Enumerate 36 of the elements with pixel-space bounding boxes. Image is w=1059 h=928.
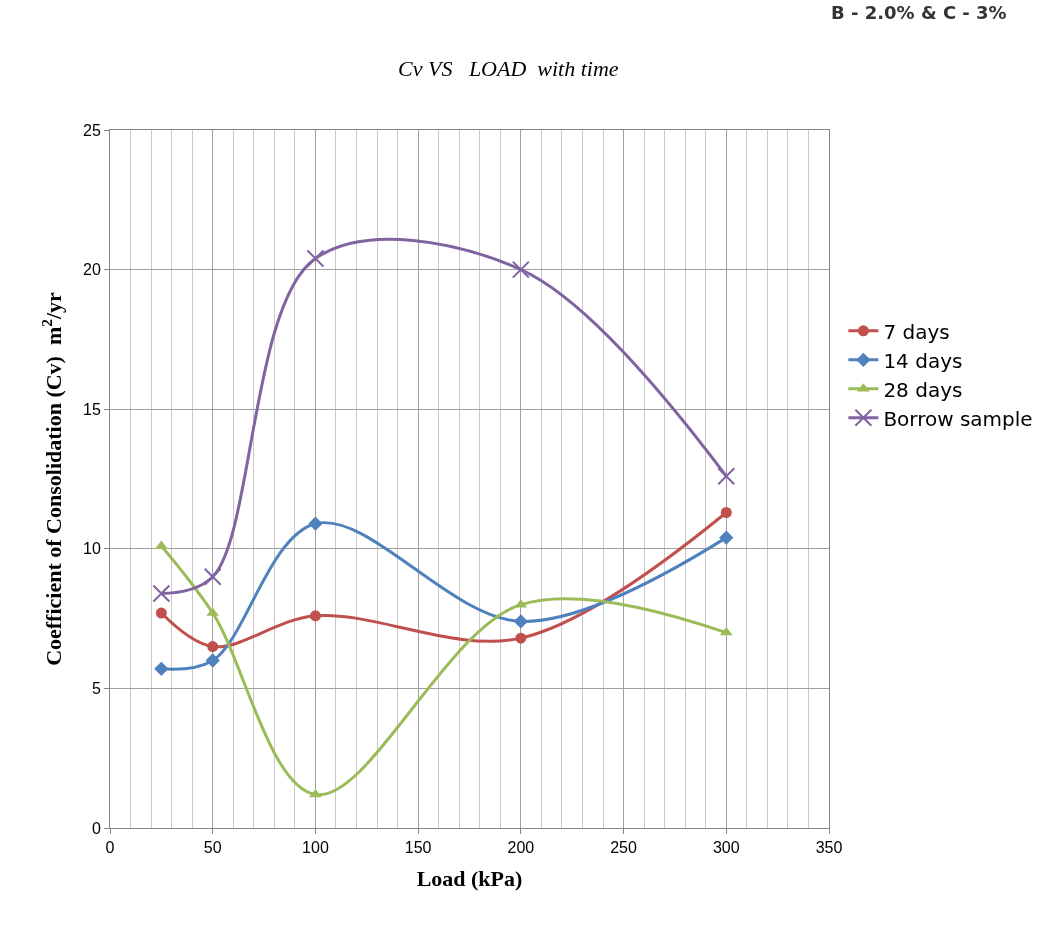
legend-label: 14 days bbox=[883, 348, 963, 373]
point bbox=[207, 641, 219, 653]
x-axis-title: Load (kPa) bbox=[416, 866, 523, 892]
point bbox=[306, 249, 325, 268]
legend-label: 7 days bbox=[883, 319, 950, 344]
point bbox=[511, 260, 530, 279]
y-tick-label: 10 bbox=[83, 540, 101, 558]
y-tick-label: 0 bbox=[91, 819, 101, 837]
legend-label: Borrow sample bbox=[883, 406, 1033, 431]
legend-label: 28 days bbox=[883, 377, 963, 402]
point bbox=[513, 614, 529, 629]
point bbox=[308, 516, 323, 531]
point bbox=[719, 530, 734, 545]
text: B - 2.0% & C - 3% bbox=[831, 2, 1007, 23]
x-tick-label: 100 bbox=[302, 839, 329, 857]
x-tick-label: 50 bbox=[203, 839, 222, 857]
chart-title: Cv VS LOAD with time bbox=[398, 55, 619, 81]
point bbox=[717, 467, 736, 486]
point bbox=[155, 607, 167, 619]
x-tick-label: 300 bbox=[712, 839, 740, 857]
x-tick-label: 150 bbox=[404, 839, 432, 857]
x-tick-label: 200 bbox=[507, 839, 535, 857]
y-tick-label: 15 bbox=[83, 400, 101, 418]
point bbox=[154, 661, 169, 677]
point bbox=[205, 653, 220, 668]
point bbox=[515, 632, 527, 644]
y-tick-label: 5 bbox=[91, 680, 101, 697]
point bbox=[152, 584, 171, 603]
x-tick-label: 350 bbox=[815, 839, 843, 857]
point bbox=[203, 567, 222, 586]
point bbox=[309, 610, 321, 622]
x-tick-label: 0 bbox=[105, 839, 115, 857]
y-tick-label: 20 bbox=[83, 261, 101, 279]
y-tick-label: 25 bbox=[83, 121, 101, 139]
point bbox=[720, 507, 732, 518]
x-tick-label: 250 bbox=[610, 839, 638, 857]
